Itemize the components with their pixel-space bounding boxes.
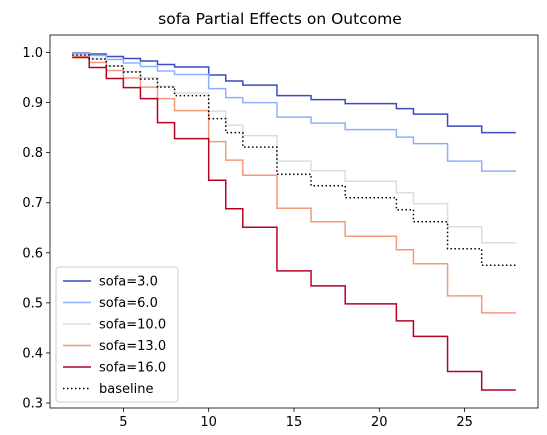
y-tick-label-4: 0.7: [22, 196, 43, 211]
y-tick-label-3: 0.6: [22, 246, 43, 261]
series-line-4: [72, 56, 516, 391]
y-tick-label-7: 1.0: [22, 46, 43, 61]
legend-label-4: sofa=16.0: [99, 361, 166, 376]
series-line-1: [72, 52, 516, 172]
x-tick-label-1: 10: [200, 415, 217, 430]
legend-label-5: baseline: [99, 382, 153, 397]
axes: 5 10 15 20 25 0.3 0.4 0.5 0.6 0.7 0.8 0.9 1.0: [22, 34, 539, 430]
y-tick-label-0: 0.3: [22, 396, 43, 411]
legend-label-3: sofa=13.0: [99, 339, 166, 354]
y-tick-label-6: 0.9: [22, 96, 43, 111]
legend-box: [55, 266, 179, 403]
legend-label-0: sofa=3.0: [99, 275, 158, 290]
x-tick-label-4: 25: [456, 415, 473, 430]
y-tick-label-1: 0.4: [22, 346, 43, 361]
y-tick-label-2: 0.5: [22, 296, 43, 311]
series-line-5: [72, 54, 516, 267]
series-line-2: [72, 54, 516, 244]
x-tick-label-3: 20: [371, 415, 388, 430]
plot-area: [72, 52, 516, 391]
chart-title: sofa Partial Effects on Outcome: [158, 10, 402, 28]
x-tick-label-2: 15: [286, 415, 303, 430]
series-line-0: [72, 52, 516, 134]
legend: sofa=3.0 sofa=6.0 sofa=10.0 sofa=13.0 sofa=1…: [55, 266, 179, 403]
legend-label-2: sofa=10.0: [99, 318, 166, 333]
series-line-3: [72, 55, 516, 314]
y-tick-label-5: 0.8: [22, 146, 43, 161]
legend-label-1: sofa=6.0: [99, 296, 158, 311]
x-tick-label-0: 5: [119, 415, 127, 430]
